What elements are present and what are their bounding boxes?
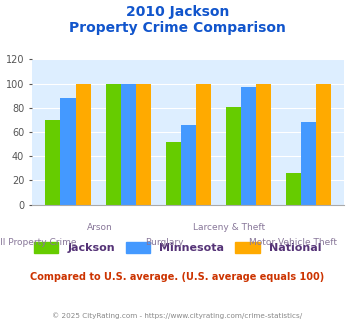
Bar bbox=[105, 83, 121, 205]
Text: Motor Vehicle Theft: Motor Vehicle Theft bbox=[249, 238, 337, 247]
Text: Burglary: Burglary bbox=[145, 238, 184, 247]
Bar bbox=[226, 107, 241, 205]
Text: 2010 Jackson: 2010 Jackson bbox=[126, 5, 229, 19]
Text: Property Crime Comparison: Property Crime Comparison bbox=[69, 21, 286, 35]
Bar bbox=[181, 125, 196, 205]
Bar bbox=[241, 87, 256, 205]
Text: Arson: Arson bbox=[87, 223, 113, 232]
Legend: Jackson, Minnesota, National: Jackson, Minnesota, National bbox=[29, 237, 326, 258]
Bar bbox=[166, 142, 181, 205]
Bar bbox=[286, 173, 301, 205]
Bar bbox=[121, 83, 136, 205]
Bar bbox=[301, 122, 316, 205]
Bar bbox=[45, 120, 60, 205]
Bar bbox=[196, 83, 211, 205]
Bar bbox=[76, 83, 91, 205]
Bar bbox=[316, 83, 331, 205]
Text: Larceny & Theft: Larceny & Theft bbox=[193, 223, 265, 232]
Bar bbox=[136, 83, 151, 205]
Bar bbox=[60, 98, 76, 205]
Bar bbox=[256, 83, 271, 205]
Text: All Property Crime: All Property Crime bbox=[0, 238, 77, 247]
Text: Compared to U.S. average. (U.S. average equals 100): Compared to U.S. average. (U.S. average … bbox=[31, 272, 324, 282]
Text: © 2025 CityRating.com - https://www.cityrating.com/crime-statistics/: © 2025 CityRating.com - https://www.city… bbox=[53, 312, 302, 318]
